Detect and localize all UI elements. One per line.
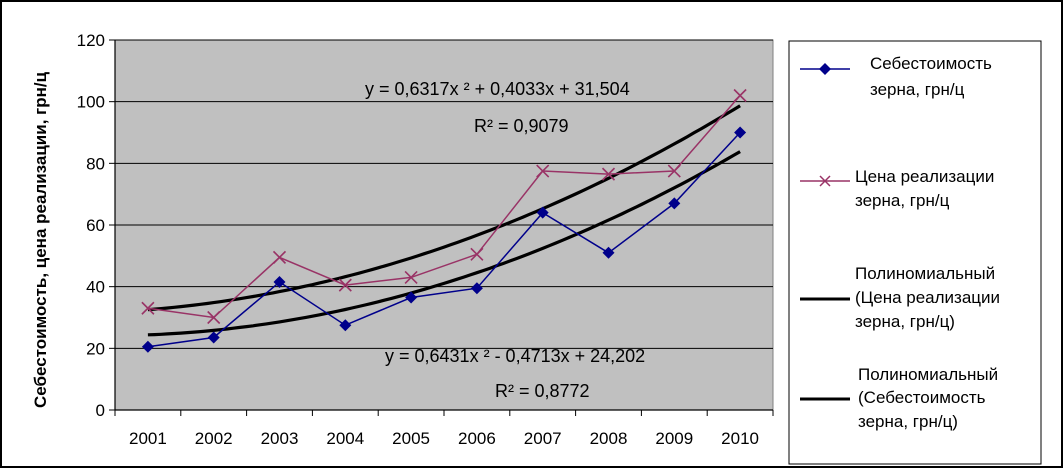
legend-label-trend-cost-line1: Полиномиальный	[858, 365, 998, 384]
data-point-0-2003	[273, 276, 286, 289]
data-point-0-2008	[602, 246, 615, 259]
y-tick-label-40: 40	[86, 278, 105, 297]
data-point-0-2009	[668, 197, 681, 210]
data-point-0-2005	[405, 291, 418, 304]
data-point-0-2007	[536, 206, 549, 219]
data-point-0-2001	[141, 340, 154, 353]
legend-label-price-line2: зерна, грн/ц	[855, 191, 950, 210]
x-tick-label-2002: 2002	[195, 429, 233, 448]
trendline-layer	[147, 104, 741, 337]
trend-r2-cost: R² = 0,8772	[495, 381, 590, 401]
legend-item-cost: Себестоимость зерна, грн/ц	[800, 54, 992, 99]
data-point-1-2005	[404, 270, 418, 284]
legend-box	[788, 40, 1042, 465]
trend-equation-price: y = 0,6317x ² + 0,4033x + 31,504	[365, 79, 630, 99]
legend-label-cost-line1: Себестоимость	[870, 54, 992, 73]
gridlines	[115, 39, 773, 349]
y-tick-label-80: 80	[86, 154, 105, 173]
legend-item-trend-cost: Полиномиальный (Себестоимость зерна, грн…	[800, 365, 998, 431]
trendline-0	[147, 104, 741, 312]
y-tick-label-120: 120	[77, 31, 105, 50]
data-point-1-2010	[733, 88, 747, 103]
y-tick-label-0: 0	[96, 401, 105, 420]
legend-label-price-line1: Цена реализации	[855, 167, 994, 186]
y-axis-label: Себестоимость, цена реализации, грн/ц	[31, 71, 50, 408]
legend-label-cost-line2: зерна, грн/ц	[870, 80, 965, 99]
data-point-1-2003	[272, 250, 287, 264]
x-tick-label-2001: 2001	[129, 429, 167, 448]
data-point-0-2010	[734, 126, 747, 139]
series-line-0	[147, 131, 741, 348]
x-tick-label-2003: 2003	[261, 429, 299, 448]
data-point-1-2002	[207, 310, 221, 325]
legend-label-trend-cost-line3: зерна, грн/ц)	[858, 412, 958, 431]
series-layer	[141, 88, 747, 353]
series-line-1	[147, 95, 741, 319]
legend-item-trend-price: Полиномиальный (Цена реализации зерна, г…	[800, 264, 1000, 331]
data-point-1-2006	[470, 247, 484, 261]
legend-marker-cost	[819, 63, 831, 75]
legend-label-trend-price-line1: Полиномиальный	[855, 264, 995, 283]
data-point-1-2007	[536, 164, 550, 178]
data-point-1-2004	[338, 278, 352, 292]
data-point-1-2001	[141, 301, 155, 315]
x-tick-label-2009: 2009	[655, 429, 693, 448]
x-tick-label-2005: 2005	[392, 429, 430, 448]
data-point-0-2004	[339, 319, 352, 332]
x-tick-label-2004: 2004	[326, 429, 364, 448]
data-point-0-2002	[207, 331, 220, 344]
trendline-1	[147, 150, 741, 337]
legend-item-price: Цена реализации зерна, грн/ц	[800, 167, 994, 210]
x-tick-label-2008: 2008	[590, 429, 628, 448]
data-point-0-2006	[470, 282, 483, 295]
legend-label-trend-price-line2: (Цена реализации	[855, 288, 1000, 307]
trend-r2-price: R² = 0,9079	[474, 116, 569, 136]
legend-label-trend-cost-line2: (Себестоимость	[858, 388, 986, 407]
axes: 0 20 40 60 80 100 120 2001 2002 2003 2004 2005 2006 2…	[77, 31, 774, 448]
x-tick-label-2010: 2010	[721, 429, 759, 448]
x-tick-label-2007: 2007	[524, 429, 562, 448]
data-point-1-2009	[667, 164, 681, 178]
y-tick-label-60: 60	[86, 216, 105, 235]
y-tick-label-20: 20	[86, 339, 105, 358]
x-tick-label-2006: 2006	[458, 429, 496, 448]
trend-equation-cost: y = 0,6431x ² - 0,4713x + 24,202	[385, 346, 645, 366]
legend-marker-price	[819, 175, 831, 187]
y-tick-label-100: 100	[77, 93, 105, 112]
legend: Себестоимость зерна, грн/ц Цена реализац…	[788, 40, 1042, 465]
legend-label-trend-price-line3: зерна, грн/ц)	[855, 312, 955, 331]
data-point-1-2008	[601, 167, 616, 181]
